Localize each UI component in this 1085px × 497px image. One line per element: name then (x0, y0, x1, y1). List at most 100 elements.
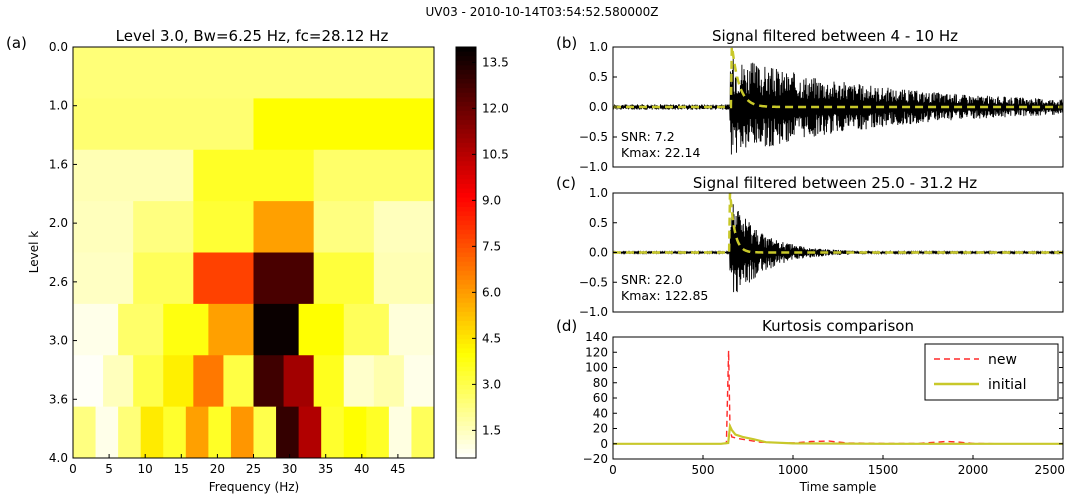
colorbar-step-70 (456, 366, 476, 372)
colorbar-step-74 (456, 384, 476, 390)
heatmap-cell-r7-c12 (343, 406, 367, 459)
colorbar-step-36 (456, 211, 476, 217)
heatmap-cell-r4-c0 (73, 252, 134, 305)
heatmap-cell-r6-c4 (193, 355, 224, 408)
panel-c-snr: SNR: 22.0 (621, 272, 683, 287)
panel-c: (c) Signal filtered between 25.0 - 31.2 … (556, 174, 1064, 319)
panel-d-xlabel: Time sample (799, 480, 877, 494)
colorbar-step-41 (456, 234, 476, 240)
heatmap-cell-r7-c4 (163, 406, 187, 459)
heatmap-cells (73, 47, 435, 459)
panel-b-ytick-label-0-0: 0.0 (589, 100, 608, 114)
heatmap-ytick-label-3-0: 3.0 (49, 334, 68, 348)
colorbar-step-14 (456, 110, 476, 116)
heatmap-xtick-label-20: 20 (210, 462, 225, 476)
heatmap-cell-r6-c9 (343, 355, 375, 408)
panel-b-ytick-label-0-5: −0.5 (579, 130, 608, 144)
heatmap-cell-r7-c3 (140, 406, 164, 459)
colorbar-step-37 (456, 215, 476, 222)
panel-b-snr: SNR: 7.2 (621, 129, 675, 144)
panel-c-ytick-label-0-5: 0.5 (589, 216, 608, 230)
panel-d-xtick-label-1000: 1000 (778, 463, 809, 477)
heatmap-cell-r4-c4 (313, 252, 375, 305)
heatmap-cell-r5-c5 (298, 303, 345, 356)
colorbar-step-61 (456, 325, 476, 331)
panel-d-ytick-label-120: 120 (585, 345, 608, 359)
panel-d-ytick-label-80: 80 (593, 376, 608, 390)
colorbar-step-3 (456, 60, 476, 66)
heatmap-cell-r6-c5 (223, 355, 254, 408)
colorbar-step-2 (456, 56, 476, 62)
heatmap-cell-r3-c3 (253, 201, 315, 253)
panel-d-ytick-label-140: 140 (585, 330, 608, 344)
colorbar-step-68 (456, 357, 476, 363)
colorbar-tick-label-13-5: 13.5 (482, 55, 509, 69)
colorbar-step-23 (456, 152, 476, 158)
heatmap-cell-r7-c14 (388, 406, 412, 459)
figure-suptitle: UV03 - 2010-10-14T03:54:52.580000Z (425, 5, 658, 19)
heatmap-cell-r7-c6 (208, 406, 232, 459)
panel-c-ytick-label-1-0: −1.0 (579, 305, 608, 319)
panel-d-xtick-label-500: 500 (692, 463, 715, 477)
heatmap-ytick-label-1-6: 1.6 (49, 157, 68, 171)
heatmap-cell-r5-c1 (118, 303, 164, 356)
colorbar-step-56 (456, 302, 476, 308)
panel-c-kurtosis-envelope (613, 192, 1063, 254)
panel-d-ytick-label-40: 40 (593, 406, 608, 420)
colorbar-step-76 (456, 394, 476, 400)
colorbar-step-52 (456, 284, 476, 290)
colorbar-tick-label-3-0: 3.0 (482, 377, 501, 391)
heatmap-ytick-label-2-0: 2.0 (49, 216, 68, 230)
colorbar-step-45 (456, 252, 476, 258)
colorbar-ticks: 1.5 3.0 4.5 6.0 7.5 9.0 10.5 12.0 13.5 (472, 55, 509, 437)
heatmap-cell-r2-c0 (73, 149, 194, 202)
panel-a: (a) Level 3.0, Bw=6.25 Hz, fc=28.12 Hz 0… (6, 27, 435, 494)
colorbar-step-79 (456, 407, 476, 413)
panel-d-series-new (613, 350, 1063, 445)
colorbar-step-18 (456, 129, 476, 135)
heatmap-cell-r6-c0 (73, 355, 104, 408)
heatmap-cell-r1-c1 (253, 98, 435, 151)
panel-b-ytick-label-0-5: 0.5 (589, 70, 608, 84)
colorbar-step-55 (456, 298, 476, 304)
colorbar-step-89 (456, 453, 476, 459)
panel-c-title: Signal filtered between 25.0 - 31.2 Hz (693, 174, 977, 192)
heatmap-cell-r6-c11 (403, 355, 435, 408)
heatmap-cell-r4-c1 (133, 252, 194, 305)
colorbar-step-33 (456, 197, 476, 203)
heatmap-ytick-label-3-6: 3.6 (49, 392, 68, 406)
panel-c-plot (612, 192, 1064, 293)
heatmap-cell-r4-c5 (373, 252, 435, 305)
colorbar-step-60 (456, 321, 476, 327)
heatmap-cell-r5-c0 (73, 303, 119, 356)
heatmap-cell-r7-c13 (366, 406, 390, 459)
colorbar-step-38 (456, 220, 476, 226)
heatmap-xtick-label-5: 5 (105, 462, 113, 476)
heatmap-cell-r6-c7 (283, 355, 315, 408)
colorbar-step-31 (456, 188, 476, 194)
panel-d-xtick-label-2500: 2500 (1034, 463, 1065, 477)
heatmap-cell-r4-c2 (193, 252, 254, 305)
colorbar-step-13 (456, 106, 476, 112)
colorbar-step-46 (456, 257, 476, 263)
colorbar-step-59 (456, 316, 476, 322)
heatmap-cell-r2-c2 (313, 149, 435, 202)
panel-a-label: (a) (6, 34, 27, 52)
colorbar-tick-label-6-0: 6.0 (482, 285, 501, 299)
panel-d-ytick-label-100: 100 (585, 361, 608, 375)
heatmap-cell-r7-c0 (73, 406, 96, 459)
heatmap-cell-r6-c2 (133, 355, 164, 408)
panel-a-title: Level 3.0, Bw=6.25 Hz, fc=28.12 Hz (116, 27, 389, 45)
colorbar-step-57 (456, 307, 476, 313)
panel-d-plot (613, 350, 1063, 445)
colorbar-step-10 (456, 92, 476, 98)
heatmap-cell-r5-c6 (343, 303, 390, 356)
colorbar-tick-label-7-5: 7.5 (482, 239, 501, 253)
heatmap-cell-r4-c3 (253, 252, 315, 305)
heatmap-cell-r5-c3 (208, 303, 254, 356)
colorbar-step-8 (456, 83, 476, 89)
colorbar-step-58 (456, 311, 476, 317)
colorbar-step-67 (456, 352, 476, 359)
